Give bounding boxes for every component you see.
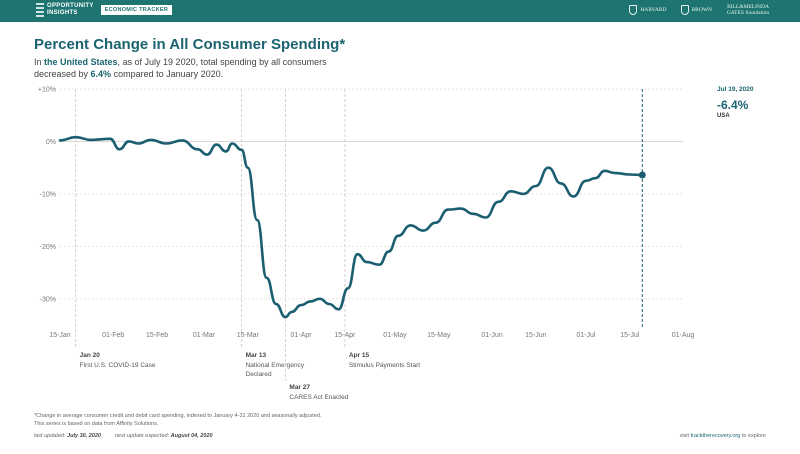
x-tick-label: 15-Jun	[525, 332, 547, 339]
latest-region: USA	[717, 113, 730, 119]
partner-brown-label: BROWN	[691, 7, 712, 13]
x-tick-label: 01-Feb	[102, 332, 124, 339]
event-label: CARES Act Enacted	[289, 394, 348, 401]
y-tick-label: -20%	[40, 244, 56, 251]
latest-point-marker[interactable]	[638, 171, 646, 179]
brand-bars-icon	[36, 3, 44, 17]
y-tick-label: -10%	[40, 191, 56, 198]
visit-note: visit tracktherecovery.org to explore	[680, 433, 766, 439]
brand-tag: ECONOMIC TRACKER	[100, 5, 173, 15]
next-update-label: next update expected:	[114, 433, 170, 439]
brand-line-2: INSIGHTS	[47, 10, 78, 16]
x-tick-label: 01-Jul	[576, 332, 596, 339]
partner-gates-label: BILL&MELINDA GATES foundation	[726, 4, 770, 16]
x-tick-label: 01-Apr	[291, 332, 313, 339]
subtitle-region: the United States	[44, 57, 118, 67]
last-updated-label: last updated:	[34, 433, 66, 439]
x-tick-label: 15-Mar	[237, 332, 260, 339]
brand-logo[interactable]: OPPORTUNITY INSIGHTS ECONOMIC TRACKER	[36, 3, 173, 17]
x-tick-label: 15-May	[427, 332, 451, 339]
x-tick-label: 01-Mar	[193, 332, 216, 339]
event-date: Mar 27	[289, 384, 310, 391]
last-updated: last updated: July 30, 2020	[34, 433, 101, 439]
event-date: Apr 15	[349, 352, 370, 359]
subtitle-mid: , as of July 19 2020, total spending by …	[34, 57, 327, 79]
x-tick-label: 15-Jan	[49, 332, 71, 339]
visit-link[interactable]: tracktherecovery.org	[690, 433, 741, 439]
subtitle-value: 6.4%	[90, 69, 112, 79]
top-bar: OPPORTUNITY INSIGHTS ECONOMIC TRACKER HA…	[0, 0, 800, 22]
partner-harvard-label: HARVARD	[640, 7, 667, 13]
latest-value-panel: Jul 19, 2020 -6.4% USA	[717, 86, 754, 119]
event-label: National Emergency	[246, 362, 305, 369]
chart-title: Percent Change in All Consumer Spending*	[34, 36, 346, 53]
y-tick-label: 0%	[46, 139, 56, 146]
next-update: next update expected: August 04, 2020	[115, 433, 213, 439]
subtitle-post: compared to January 2020.	[111, 69, 224, 79]
event-label: First U.S. COVID-19 Case	[80, 362, 156, 369]
harvard-crest-icon	[629, 5, 638, 15]
last-updated-value: July 30, 2020	[67, 433, 101, 439]
event-label: Declared	[246, 371, 272, 378]
footnote: *Change in average consumer credit and d…	[34, 412, 321, 428]
footnote-line-2: This series is based on data from Affini…	[34, 421, 159, 427]
event-label: Stimulus Payments Start	[349, 362, 420, 369]
latest-value: -6.4%	[717, 98, 749, 112]
partner-harvard[interactable]: HARVARD	[629, 5, 667, 15]
partner-logos: HARVARD BROWN BILL&MELINDA GATES foundat…	[629, 4, 770, 16]
visit-pre: visit	[679, 433, 691, 439]
event-date: Jan 20	[80, 352, 101, 359]
x-tick-label: 01-Aug	[672, 332, 695, 339]
next-update-value: August 04, 2020	[170, 433, 213, 439]
partner-gates[interactable]: BILL&MELINDA GATES foundation	[726, 4, 770, 16]
footnote-line-1: *Change in average consumer credit and d…	[34, 413, 322, 419]
partner-brown[interactable]: BROWN	[680, 5, 712, 15]
y-tick-label: +10%	[38, 87, 56, 94]
y-tick-label: -30%	[40, 296, 56, 303]
x-tick-label: 01-May	[383, 332, 407, 339]
chart-subtitle: In the United States, as of July 19 2020…	[34, 56, 364, 80]
latest-date: Jul 19, 2020	[717, 86, 754, 93]
spending-series-line[interactable]	[58, 135, 644, 319]
x-tick-label: 15-Feb	[146, 332, 168, 339]
brand-name: OPPORTUNITY INSIGHTS	[47, 3, 94, 17]
x-tick-label: 15-Jul	[620, 332, 640, 339]
x-tick-label: 01-Jun	[481, 332, 503, 339]
visit-post: to explore	[740, 433, 766, 439]
event-date: Mar 13	[246, 352, 267, 359]
subtitle-pre: In	[34, 57, 45, 67]
brown-crest-icon	[680, 5, 689, 15]
update-info: last updated: July 30, 2020 next update …	[34, 433, 213, 439]
brand-line-1: OPPORTUNITY	[47, 3, 94, 9]
